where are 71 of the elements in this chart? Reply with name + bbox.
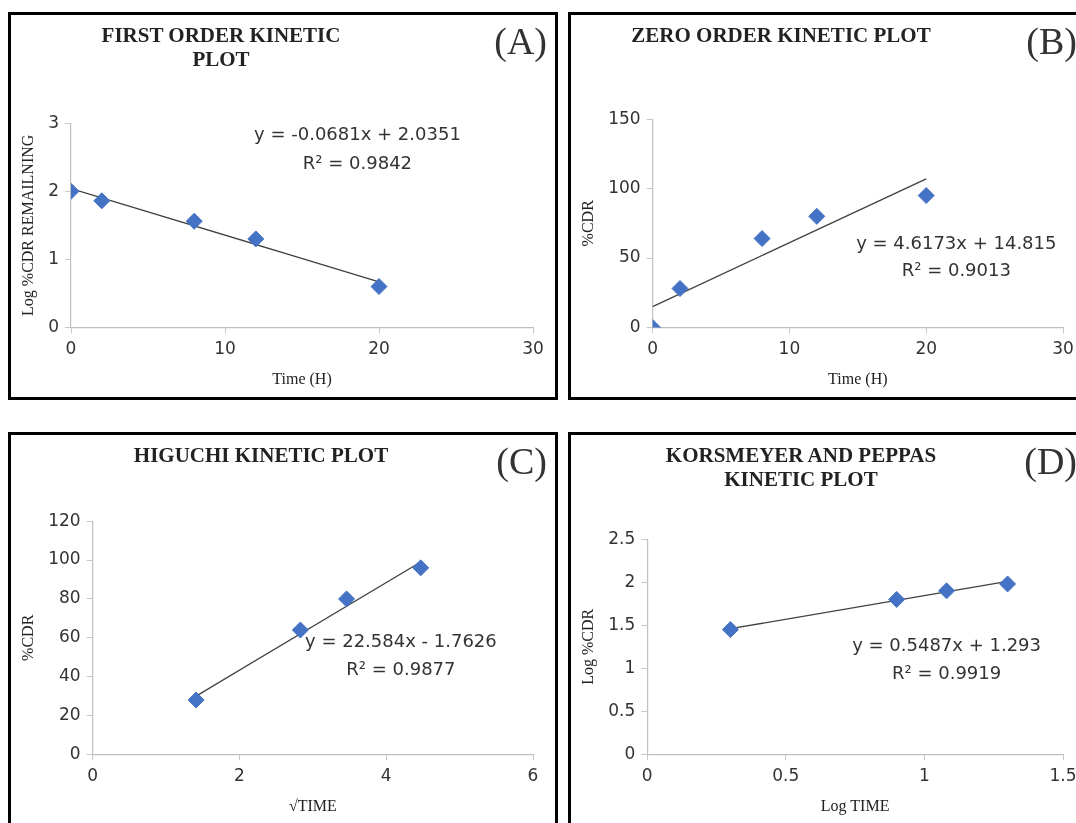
text: (B) [1026, 19, 1076, 63]
annotation: y = 4.6173x + 14.815 [856, 231, 1057, 253]
chart-title: HIGUCHI KINETIC PLOT [132, 443, 390, 467]
y-tick-label: 2 [48, 179, 60, 200]
x-tick-label: 6 [527, 765, 539, 786]
x-tick-label: 20 [368, 338, 390, 359]
y-axis-title: %CDR [578, 199, 596, 247]
chart-title: ZERO ORDER KINETIC PLOT [631, 23, 931, 47]
y-tick-label: 50 [619, 246, 641, 267]
point [187, 691, 205, 709]
text: (A) [494, 19, 547, 63]
x-tick-label: 10 [778, 338, 801, 359]
point [93, 192, 111, 210]
point [185, 212, 203, 230]
annotation: y = 0.5487x + 1.293 [852, 634, 1042, 656]
y-tick-label: 150 [608, 107, 641, 128]
y-tick-label: 1.5 [608, 613, 636, 634]
point [247, 230, 265, 248]
y-tick-label: 80 [59, 587, 81, 608]
point [999, 575, 1017, 593]
annotation: y = 22.584x - 1.7626 [305, 630, 497, 652]
annotation: R² = 0.9013 [901, 258, 1011, 280]
y-tick-label: 20 [59, 703, 81, 724]
y-tick-label: 1 [48, 247, 60, 268]
x-axis-title: Log TIME [820, 796, 890, 815]
annotation: R² = 0.9919 [891, 662, 1002, 684]
x-tick-label: 0 [87, 765, 99, 786]
annotation: R² = 0.9877 [346, 658, 456, 680]
y-tick-label: 0 [69, 742, 81, 763]
x-tick-label: 1.5 [1049, 765, 1076, 786]
y-tick-label: 60 [59, 626, 81, 647]
x-tick-label: 0 [647, 338, 659, 359]
x-axis-title: Time (H) [828, 369, 888, 388]
y-axis-title: Log %CDR [578, 608, 597, 685]
x-axis-title: √TIME [288, 796, 337, 814]
y-axis-title: %CDR [18, 614, 36, 661]
x-tick-label: 20 [915, 338, 938, 359]
point [721, 621, 739, 639]
x-tick-label: 10 [214, 338, 236, 359]
point [370, 278, 388, 296]
chart-title: FIRST ORDER KINETIC PLOT [100, 23, 342, 71]
text: (D) [1024, 439, 1076, 483]
y-tick-label: 120 [48, 509, 81, 530]
x-tick-label: 30 [1052, 338, 1074, 359]
annotation: R² = 0.9842 [302, 151, 413, 173]
y-tick-label: 0 [624, 742, 636, 763]
y-tick-label: 40 [59, 665, 81, 686]
y-tick-label: 100 [48, 548, 81, 569]
x-tick-label: 1 [919, 765, 930, 786]
y-tick-label: 2.5 [608, 527, 636, 548]
x-tick-label: 30 [522, 338, 544, 359]
point [291, 621, 309, 639]
y-tick-label: 100 [608, 177, 641, 198]
y-tick-label: 3 [48, 111, 60, 132]
point [412, 559, 430, 577]
y-tick-label: 1 [624, 656, 636, 677]
x-tick-label: 4 [380, 765, 392, 786]
x-tick-label: 0.5 [772, 765, 800, 786]
point [938, 582, 956, 600]
y-axis-title: Log %CDR REMAILNING [18, 134, 37, 316]
point [338, 590, 356, 608]
x-tick-label: 2 [234, 765, 245, 786]
annotation: y = -0.0681x + 2.0351 [254, 123, 461, 145]
x-axis-title: Time (H) [272, 369, 332, 388]
y-tick-label: 0.5 [608, 699, 636, 720]
chart-title: KORSMEYER AND PEPPAS KINETIC PLOT [664, 443, 938, 491]
y-tick-label: 2 [624, 570, 636, 591]
y-tick-label: 0 [48, 315, 60, 336]
text: (C) [496, 439, 547, 483]
point [888, 590, 906, 608]
y-tick-label: 0 [629, 315, 641, 336]
